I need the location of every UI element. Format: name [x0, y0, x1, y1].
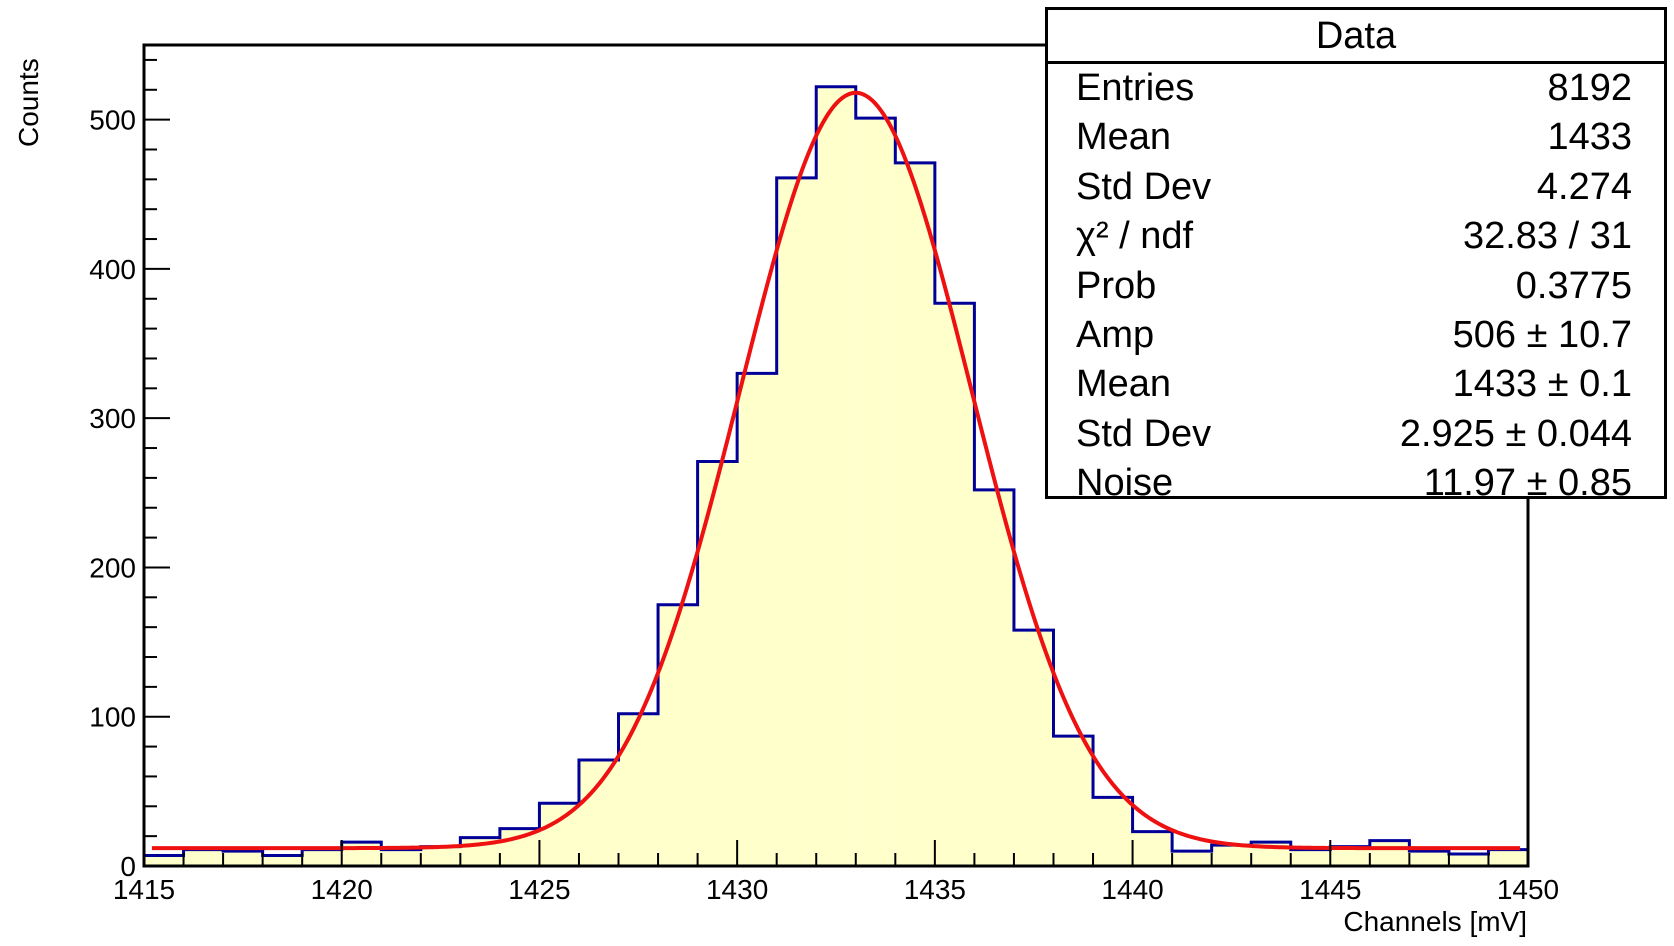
histogram-bin: [144, 855, 184, 866]
x-tick-label: 1430: [706, 874, 768, 905]
histogram-bin: [302, 849, 342, 866]
stat-row-entries: Entries 8192: [1048, 64, 1664, 113]
stat-row-fit-std-dev: Std Dev 2.925 ± 0.044: [1048, 410, 1664, 459]
stat-row-amp: Amp 506 ± 10.7: [1048, 311, 1664, 360]
stat-value: 4.274: [1536, 165, 1632, 208]
stat-value: 8192: [1547, 67, 1632, 109]
stat-label: Std Dev: [1076, 412, 1212, 455]
y-tick-label: 200: [89, 552, 136, 583]
histogram-bin: [1488, 849, 1528, 866]
histogram-bin: [1172, 851, 1212, 866]
histogram-bin: [183, 849, 224, 866]
stat-label: Mean: [1076, 116, 1172, 159]
histogram-bin: [934, 303, 975, 866]
x-tick-label: 1440: [1101, 874, 1163, 905]
histogram-bin: [1330, 846, 1370, 866]
histogram-bin: [1369, 840, 1410, 866]
histogram-bin: [618, 713, 659, 866]
histogram-bin: [262, 855, 303, 866]
histogram-bin: [539, 803, 579, 866]
stats-title: Data: [1048, 10, 1664, 64]
histogram-bin: [1211, 845, 1252, 866]
axis-ticks: [143, 58, 1529, 867]
y-axis-title: Counts: [13, 58, 44, 147]
histogram-bin: [895, 162, 935, 866]
x-tick-label: 1435: [904, 874, 966, 905]
histogram-bin: [381, 849, 421, 866]
histogram-bin: [1132, 831, 1173, 866]
stat-label: Std Dev: [1076, 165, 1212, 208]
histogram-bin: [974, 489, 1014, 866]
stat-row-fit-mean: Mean 1433 ± 0.1: [1048, 360, 1664, 409]
stats-rows: Entries 8192 Mean 1433 Std Dev 4.274 χ² …: [1048, 64, 1664, 509]
y-tick-labels: 0 100 200 300 400 500: [89, 105, 136, 882]
histogram-bin: [1448, 854, 1489, 866]
histogram-bin: [223, 851, 263, 866]
stats-box: Data Entries 8192 Mean 1433 Std Dev 4.27…: [1045, 7, 1667, 504]
stat-row-mean: Mean 1433: [1048, 113, 1664, 162]
fit-curve-layer: [151, 90, 1521, 851]
histogram-bin: [341, 842, 382, 866]
stat-label: Entries: [1076, 67, 1195, 109]
stat-label: Prob: [1076, 264, 1157, 307]
histogram-bin: [816, 86, 856, 866]
stat-value: 1433: [1547, 116, 1632, 159]
histogram-bin: [1053, 736, 1094, 866]
stat-row-prob: Prob 0.3775: [1048, 262, 1664, 311]
x-tick-label: 1420: [311, 874, 373, 905]
histogram-bin: [1013, 630, 1054, 866]
histogram-bin: [420, 846, 461, 866]
histogram-bin: [737, 373, 777, 866]
y-tick-label: 300: [89, 403, 136, 434]
histogram-bin: [1290, 849, 1331, 866]
stat-value: 2.925 ± 0.044: [1399, 412, 1632, 455]
x-tick-labels: 1415 1420 1425 1430 1435 1440 1445 1450: [113, 874, 1559, 905]
stat-row-std-dev: Std Dev 4.274: [1048, 163, 1664, 212]
stat-value: 0.3775: [1515, 264, 1632, 307]
x-axis-title: Channels [mV]: [1343, 906, 1527, 937]
histogram-bin: [578, 760, 619, 866]
x-tick-label: 1450: [1497, 874, 1559, 905]
histogram-bin: [697, 461, 738, 866]
y-tick-label: 400: [89, 254, 136, 285]
x-tick-label: 1445: [1299, 874, 1361, 905]
fit-curve: [151, 90, 1521, 851]
stat-value: 506 ± 10.7: [1452, 313, 1632, 356]
y-tick-label: 0: [120, 851, 136, 882]
stat-value: 1433 ± 0.1: [1452, 363, 1632, 406]
stat-label: Mean: [1076, 363, 1172, 406]
histogram-bin: [855, 118, 896, 867]
stat-row-chi2-ndf: χ² / ndf 32.83 / 31: [1048, 212, 1664, 261]
stat-value: 11.97 ± 0.85: [1423, 462, 1632, 505]
stat-label: Amp: [1076, 313, 1155, 356]
histogram-bin: [776, 177, 817, 866]
histogram-bin: [658, 604, 698, 866]
x-tick-label: 1415: [113, 874, 175, 905]
y-tick-label: 500: [89, 105, 136, 136]
stat-label: χ² / ndf: [1076, 215, 1194, 258]
x-tick-label: 1425: [508, 874, 570, 905]
histogram-bin: [1409, 851, 1449, 866]
stat-row-noise: Noise 11.97 ± 0.85: [1048, 459, 1664, 508]
histogram-bin: [1093, 797, 1133, 866]
y-tick-label: 100: [89, 702, 136, 733]
stat-label: Noise: [1076, 462, 1174, 505]
stat-value: 32.83 / 31: [1462, 215, 1632, 258]
